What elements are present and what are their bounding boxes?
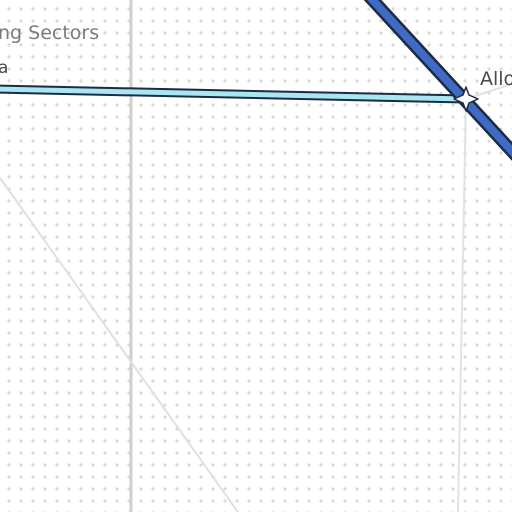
station-star-icon[interactable] bbox=[453, 86, 479, 112]
line-label: a bbox=[0, 58, 9, 78]
station-label[interactable]: Allo bbox=[480, 68, 512, 90]
vertical-street-right bbox=[457, 99, 467, 512]
diagonal-street bbox=[0, 177, 239, 512]
blue-line[interactable] bbox=[367, 0, 512, 160]
cyan-line[interactable] bbox=[0, 86, 467, 102]
area-label: ng Sectors bbox=[0, 22, 100, 44]
